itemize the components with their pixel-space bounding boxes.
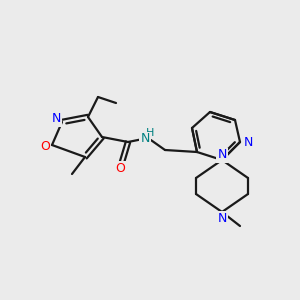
Text: N: N <box>140 133 150 146</box>
Text: N: N <box>51 112 61 125</box>
Text: N: N <box>217 212 227 224</box>
Text: N: N <box>217 148 227 161</box>
Text: H: H <box>146 128 154 138</box>
Text: N: N <box>243 136 253 148</box>
Text: O: O <box>40 140 50 154</box>
Text: O: O <box>115 161 125 175</box>
